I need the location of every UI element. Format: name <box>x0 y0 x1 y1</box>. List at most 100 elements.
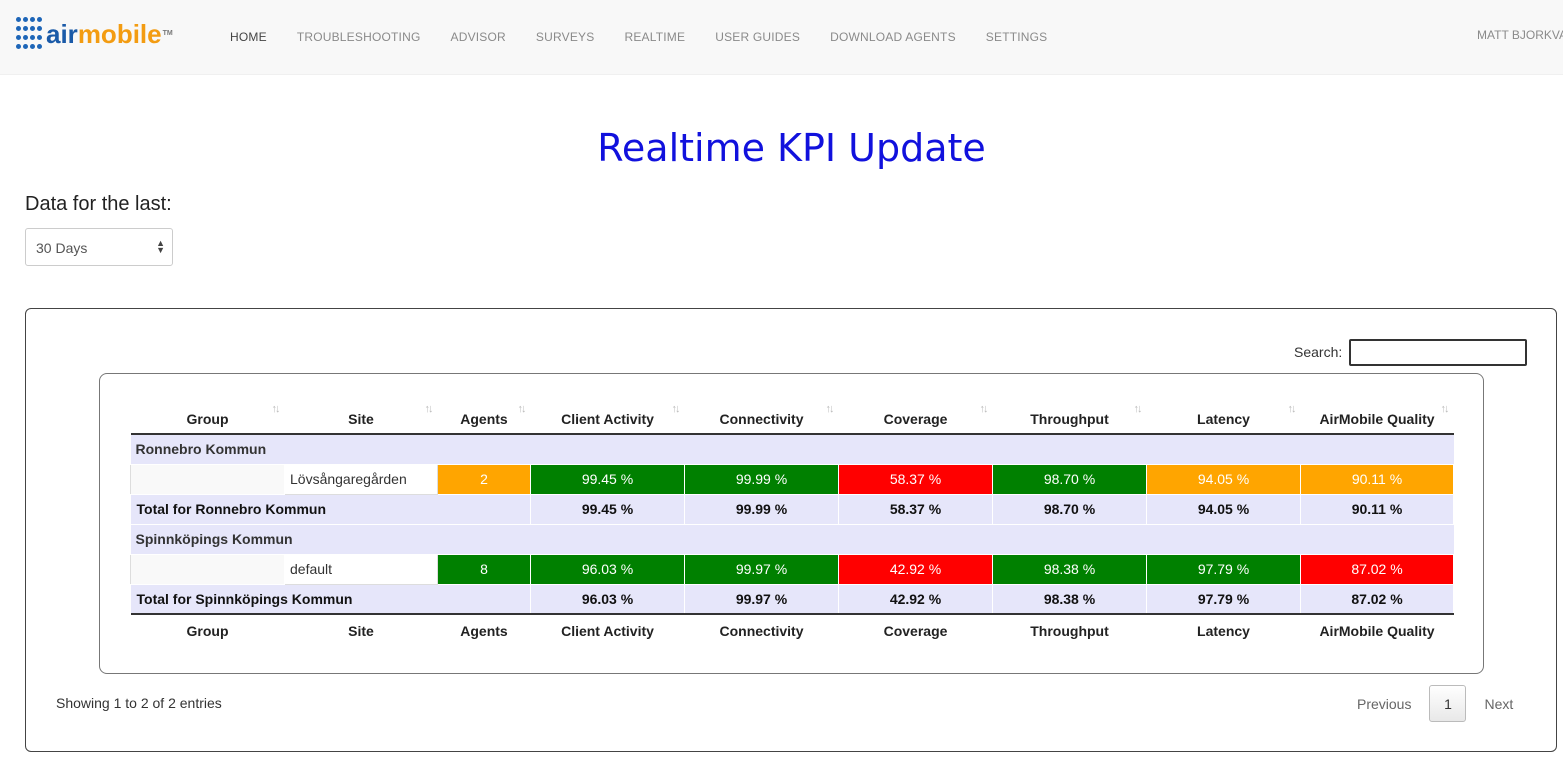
range-select-value: 30 Days <box>36 240 88 256</box>
column-header-site[interactable]: Site ↑↓ <box>284 401 438 435</box>
total-row: Total for Ronnebro Kommun 99.45 % 99.99 … <box>130 494 1454 525</box>
user-menu[interactable]: MATT BJORKVAL <box>1477 28 1563 42</box>
connectivity-cell: 99.97 % <box>684 554 839 585</box>
nav-troubleshooting[interactable]: TROUBLESHOOTING <box>296 30 421 44</box>
sort-icon: ↑↓ <box>424 403 434 415</box>
sort-icon: ↑↓ <box>1440 403 1450 415</box>
sort-icon: ↑↓ <box>979 403 989 415</box>
column-header-label: Group <box>186 411 229 427</box>
group-row: Spinnköpings Kommun <box>130 524 1454 555</box>
column-header-coverage[interactable]: Coverage ↑↓ <box>838 401 993 435</box>
footer-client-activity: Client Activity <box>530 613 685 644</box>
group-cell <box>130 554 285 585</box>
total-throughput: 98.70 % <box>992 494 1147 525</box>
column-header-connectivity[interactable]: Connectivity ↑↓ <box>684 401 839 435</box>
column-header-agents[interactable]: Agents ↑↓ <box>437 401 531 435</box>
total-label: Total for Ronnebro Kommun <box>130 494 531 525</box>
column-header-latency[interactable]: Latency ↑↓ <box>1146 401 1301 435</box>
next-button[interactable]: Next <box>1484 695 1514 712</box>
main-nav: HOME TROUBLESHOOTING ADVISOR SURVEYS REA… <box>215 0 1062 74</box>
coverage-cell: 58.37 % <box>838 464 993 495</box>
throughput-cell: 98.70 % <box>992 464 1147 495</box>
sort-icon: ↑↓ <box>1133 403 1143 415</box>
entries-info: Showing 1 to 2 of 2 entries <box>56 695 222 711</box>
kpi-panel <box>25 308 1557 752</box>
footer-throughput: Throughput <box>992 613 1147 644</box>
total-throughput: 98.38 % <box>992 584 1147 615</box>
footer-connectivity: Connectivity <box>684 613 839 644</box>
column-header-group[interactable]: Group ↑↓ <box>130 401 285 435</box>
range-label: Data for the last: <box>25 193 172 215</box>
footer-latency: Latency <box>1146 613 1301 644</box>
agents-cell: 2 <box>437 464 531 495</box>
nav-settings[interactable]: SETTINGS <box>985 30 1048 44</box>
column-header-throughput[interactable]: Throughput ↑↓ <box>992 401 1147 435</box>
connectivity-cell: 99.99 % <box>684 464 839 495</box>
logo-mobile-text: mobile <box>77 19 162 49</box>
nav-download-agents[interactable]: DOWNLOAD AGENTS <box>830 30 956 44</box>
client-activity-cell: 96.03 % <box>530 554 685 585</box>
page-title: Realtime KPI Update <box>597 126 986 170</box>
footer-group: Group <box>130 613 285 644</box>
total-label: Total for Spinnköpings Kommun <box>130 584 531 615</box>
column-header-label: Site <box>348 411 374 427</box>
kpi-table: Group ↑↓ Site ↑↓ Agents ↑↓ Client Activity ↑… <box>130 401 1454 644</box>
sort-icon: ↑↓ <box>517 403 527 415</box>
total-latency: 94.05 % <box>1146 494 1301 525</box>
previous-button[interactable]: Previous <box>1357 695 1412 712</box>
top-navbar: airmobileTM HOME TROUBLESHOOTING ADVISOR… <box>0 0 1563 75</box>
column-header-label: Latency <box>1197 411 1250 427</box>
group-row: Ronnebro Kommun <box>130 434 1454 465</box>
sort-icon: ↑↓ <box>271 403 281 415</box>
sort-icon: ↑↓ <box>671 403 681 415</box>
logo-air-text: air <box>46 19 78 49</box>
column-header-label: Connectivity <box>719 411 804 427</box>
total-quality: 87.02 % <box>1300 584 1454 615</box>
total-client-activity: 99.45 % <box>530 494 685 525</box>
total-coverage: 42.92 % <box>838 584 993 615</box>
total-row: Total for Spinnköpings Kommun 96.03 % 99… <box>130 584 1454 615</box>
column-header-label: Agents <box>460 411 508 427</box>
agents-cell: 8 <box>437 554 531 585</box>
nav-surveys[interactable]: SURVEYS <box>535 30 595 44</box>
total-connectivity: 99.97 % <box>684 584 839 615</box>
total-quality: 90.11 % <box>1300 494 1454 525</box>
group-name: Ronnebro Kommun <box>130 434 1454 465</box>
range-select[interactable]: 30 Days ▲ ▼ <box>25 228 173 266</box>
sort-icon: ↑↓ <box>825 403 835 415</box>
select-arrows-icon: ▲ ▼ <box>156 238 165 255</box>
site-cell: default <box>284 553 438 585</box>
logo-wordmark: airmobileTM <box>46 17 173 51</box>
client-activity-cell: 99.45 % <box>530 464 685 495</box>
table-footer-row: Group Site Agents Client Activity Connec… <box>130 613 1454 644</box>
column-header-label: Coverage <box>883 411 948 427</box>
column-header-label: AirMobile Quality <box>1319 411 1435 427</box>
throughput-cell: 98.38 % <box>992 554 1147 585</box>
nav-home[interactable]: HOME <box>230 30 267 44</box>
footer-coverage: Coverage <box>838 613 993 644</box>
column-header-label: Throughput <box>1030 411 1109 427</box>
table-row: Lövsångaregården 2 99.45 % 99.99 % 58.37… <box>130 463 1454 495</box>
site-cell: Lövsångaregården <box>284 463 438 495</box>
column-header-client-activity[interactable]: Client Activity ↑↓ <box>530 401 685 435</box>
group-name: Spinnköpings Kommun <box>130 524 1454 555</box>
latency-cell: 97.79 % <box>1146 554 1301 585</box>
latency-cell: 94.05 % <box>1146 464 1301 495</box>
search-input[interactable] <box>1349 339 1527 366</box>
logo-dots-icon <box>16 17 44 51</box>
nav-advisor[interactable]: ADVISOR <box>450 30 506 44</box>
table-container <box>99 373 1484 674</box>
table-header-row: Group ↑↓ Site ↑↓ Agents ↑↓ Client Activity ↑… <box>130 401 1454 435</box>
sort-icon: ↑↓ <box>1287 403 1297 415</box>
nav-user-guides[interactable]: USER GUIDES <box>715 30 801 44</box>
airmobile-logo[interactable]: airmobileTM <box>16 16 173 52</box>
page-1-button[interactable]: 1 <box>1429 685 1467 722</box>
pagination: Previous 1 Next <box>1339 685 1531 722</box>
search-label: Search: <box>1294 344 1343 360</box>
total-client-activity: 96.03 % <box>530 584 685 615</box>
column-header-airmobile-quality[interactable]: AirMobile Quality ↑↓ <box>1300 401 1454 435</box>
column-header-label: Client Activity <box>561 411 654 427</box>
total-latency: 97.79 % <box>1146 584 1301 615</box>
quality-cell: 87.02 % <box>1300 554 1454 585</box>
nav-realtime[interactable]: REALTIME <box>624 30 686 44</box>
